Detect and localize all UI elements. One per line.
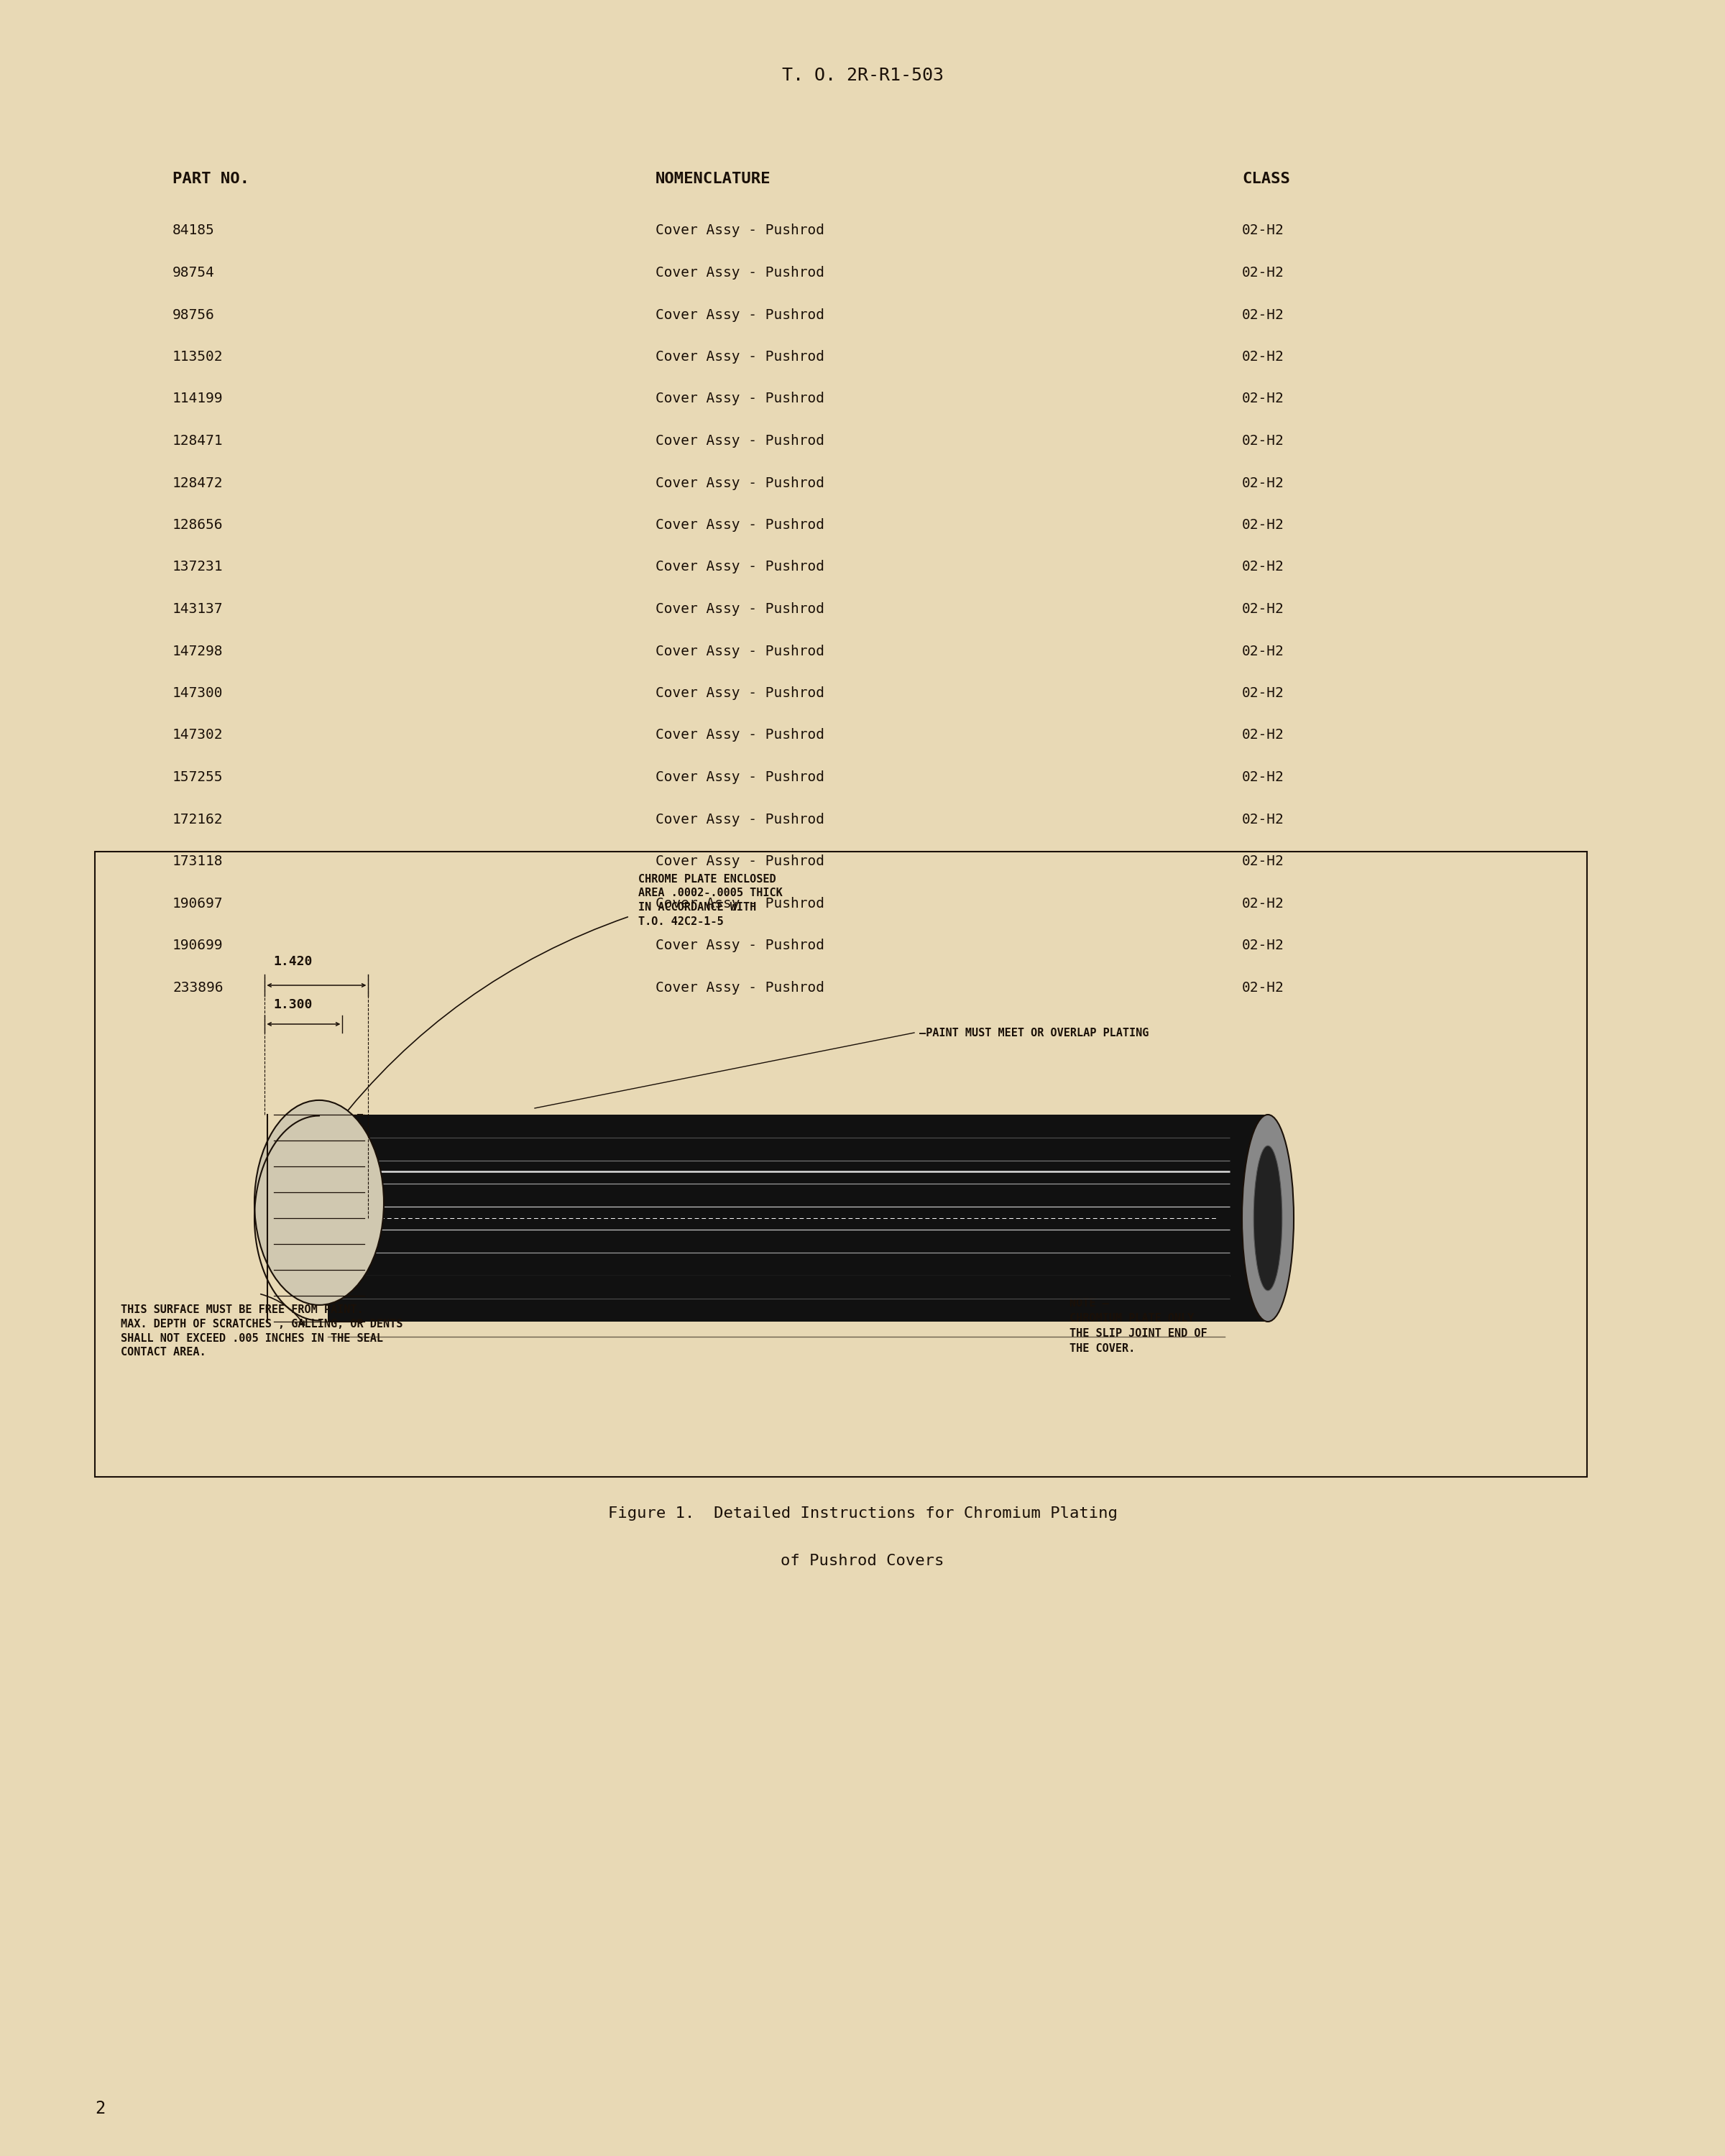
Text: 190699: 190699 bbox=[172, 938, 223, 953]
Text: Cover Assy - Pushrod: Cover Assy - Pushrod bbox=[656, 308, 825, 321]
Text: 02-H2: 02-H2 bbox=[1242, 770, 1283, 785]
Text: Cover Assy - Pushrod: Cover Assy - Pushrod bbox=[656, 265, 825, 280]
Ellipse shape bbox=[1242, 1115, 1294, 1322]
Text: 02-H2: 02-H2 bbox=[1242, 349, 1283, 364]
Text: of Pushrod Covers: of Pushrod Covers bbox=[781, 1554, 944, 1567]
Text: 137231: 137231 bbox=[172, 561, 223, 573]
Text: 02-H2: 02-H2 bbox=[1242, 645, 1283, 658]
Text: 233896: 233896 bbox=[172, 981, 223, 994]
Text: Figure 1.  Detailed Instructions for Chromium Plating: Figure 1. Detailed Instructions for Chro… bbox=[607, 1507, 1118, 1520]
Text: 113502: 113502 bbox=[172, 349, 223, 364]
Text: 02-H2: 02-H2 bbox=[1242, 433, 1283, 448]
Text: Cover Assy - Pushrod: Cover Assy - Pushrod bbox=[656, 433, 825, 448]
Text: 02-H2: 02-H2 bbox=[1242, 392, 1283, 405]
Text: 02-H2: 02-H2 bbox=[1242, 561, 1283, 573]
Text: 172162: 172162 bbox=[172, 813, 223, 826]
Text: 173118: 173118 bbox=[172, 854, 223, 869]
Text: 157255: 157255 bbox=[172, 770, 223, 785]
Ellipse shape bbox=[255, 1100, 383, 1304]
Text: Cover Assy - Pushrod: Cover Assy - Pushrod bbox=[656, 981, 825, 994]
Bar bbox=[95, 852, 1587, 1477]
Text: 98756: 98756 bbox=[172, 308, 214, 321]
Text: 114199: 114199 bbox=[172, 392, 223, 405]
Text: —PAINT MUST MEET OR OVERLAP PLATING: —PAINT MUST MEET OR OVERLAP PLATING bbox=[919, 1028, 1149, 1039]
Text: Cover Assy - Pushrod: Cover Assy - Pushrod bbox=[656, 602, 825, 617]
Text: CHROME PLATE ENCLOSED
AREA .0002-.0005 THICK
IN ACCORDANCE WITH
T.O. 42C2-1-5: CHROME PLATE ENCLOSED AREA .0002-.0005 T… bbox=[638, 873, 783, 927]
Text: 02-H2: 02-H2 bbox=[1242, 476, 1283, 489]
Text: 147302: 147302 bbox=[172, 729, 223, 742]
Text: 02-H2: 02-H2 bbox=[1242, 308, 1283, 321]
Text: Cover Assy - Pushrod: Cover Assy - Pushrod bbox=[656, 392, 825, 405]
Text: Cover Assy - Pushrod: Cover Assy - Pushrod bbox=[656, 897, 825, 910]
Text: 02-H2: 02-H2 bbox=[1242, 938, 1283, 953]
Text: Cover Assy - Pushrod: Cover Assy - Pushrod bbox=[656, 476, 825, 489]
Text: Cover Assy - Pushrod: Cover Assy - Pushrod bbox=[656, 349, 825, 364]
Text: 02-H2: 02-H2 bbox=[1242, 224, 1283, 237]
Text: 190697: 190697 bbox=[172, 897, 223, 910]
Text: Cover Assy - Pushrod: Cover Assy - Pushrod bbox=[656, 224, 825, 237]
Text: 147300: 147300 bbox=[172, 686, 223, 701]
Text: Cover Assy - Pushrod: Cover Assy - Pushrod bbox=[656, 813, 825, 826]
Text: 147298: 147298 bbox=[172, 645, 223, 658]
Text: 1.300: 1.300 bbox=[273, 998, 312, 1011]
Ellipse shape bbox=[1254, 1145, 1282, 1291]
Text: Cover Assy - Pushrod: Cover Assy - Pushrod bbox=[656, 729, 825, 742]
Text: Cover Assy - Pushrod: Cover Assy - Pushrod bbox=[656, 517, 825, 533]
Text: 98754: 98754 bbox=[172, 265, 214, 280]
Text: THIS SURFACE MUST BE FREE FROM PAINT.
MAX. DEPTH OF SCRATCHES , GALLING, OR DENT: THIS SURFACE MUST BE FREE FROM PAINT. MA… bbox=[121, 1304, 402, 1358]
Text: PART NO.: PART NO. bbox=[172, 172, 250, 185]
Text: 02-H2: 02-H2 bbox=[1242, 517, 1283, 533]
Text: T. O. 2R-R1-503: T. O. 2R-R1-503 bbox=[781, 67, 944, 84]
Text: Cover Assy - Pushrod: Cover Assy - Pushrod bbox=[656, 770, 825, 785]
Text: 128656: 128656 bbox=[172, 517, 223, 533]
Text: Cover Assy - Pushrod: Cover Assy - Pushrod bbox=[656, 854, 825, 869]
Text: 2: 2 bbox=[95, 2100, 105, 2117]
Text: Cover Assy - Pushrod: Cover Assy - Pushrod bbox=[656, 561, 825, 573]
Text: 02-H2: 02-H2 bbox=[1242, 854, 1283, 869]
Text: Cover Assy - Pushrod: Cover Assy - Pushrod bbox=[656, 686, 825, 701]
Text: 128471: 128471 bbox=[172, 433, 223, 448]
Text: 02-H2: 02-H2 bbox=[1242, 813, 1283, 826]
Text: 02-H2: 02-H2 bbox=[1242, 602, 1283, 617]
Text: 02-H2: 02-H2 bbox=[1242, 981, 1283, 994]
Text: CLASS: CLASS bbox=[1242, 172, 1290, 185]
Text: 02-H2: 02-H2 bbox=[1242, 265, 1283, 280]
Text: Cover Assy - Pushrod: Cover Assy - Pushrod bbox=[656, 938, 825, 953]
Text: 1.420: 1.420 bbox=[273, 955, 312, 968]
Text: Cover Assy - Pushrod: Cover Assy - Pushrod bbox=[656, 645, 825, 658]
Text: 84185: 84185 bbox=[172, 224, 214, 237]
Text: 128472: 128472 bbox=[172, 476, 223, 489]
Text: 02-H2: 02-H2 bbox=[1242, 729, 1283, 742]
Text: 02-H2: 02-H2 bbox=[1242, 686, 1283, 701]
Text: NOTE —
CHROMIUM PLATE ONLY
THE SLIP JOINT END OF
THE COVER.: NOTE — CHROMIUM PLATE ONLY THE SLIP JOIN… bbox=[1070, 1298, 1208, 1354]
Text: 02-H2: 02-H2 bbox=[1242, 897, 1283, 910]
Text: 143137: 143137 bbox=[172, 602, 223, 617]
Text: NOMENCLATURE: NOMENCLATURE bbox=[656, 172, 771, 185]
Bar bbox=[328, 1115, 1268, 1322]
